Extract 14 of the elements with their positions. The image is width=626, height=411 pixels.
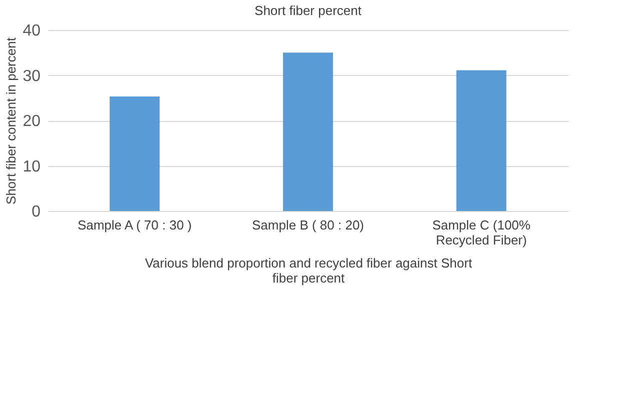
bar (283, 52, 333, 211)
bar (456, 70, 506, 211)
y-tick-label: 40 (22, 22, 41, 40)
y-tick-label: 0 (32, 204, 41, 220)
x-tick-label: Sample C (100% Recycled Fiber) (432, 218, 531, 248)
x-tick-label: Sample A ( 70 : 30 ) (78, 218, 192, 232)
y-tick-label: 10 (22, 158, 41, 176)
chart-title: Short fiber percent (254, 3, 362, 18)
x-tick-label: Sample B ( 80 : 20) (252, 218, 364, 232)
bar (110, 96, 160, 211)
y-tick-label: 20 (22, 113, 41, 130)
y-axis-title: Short fiber content in percent (4, 37, 19, 204)
y-tick-label: 30 (22, 68, 41, 85)
x-axis-title: Various blend proportion and recycled fiber against Short fiber percent (144, 256, 472, 286)
